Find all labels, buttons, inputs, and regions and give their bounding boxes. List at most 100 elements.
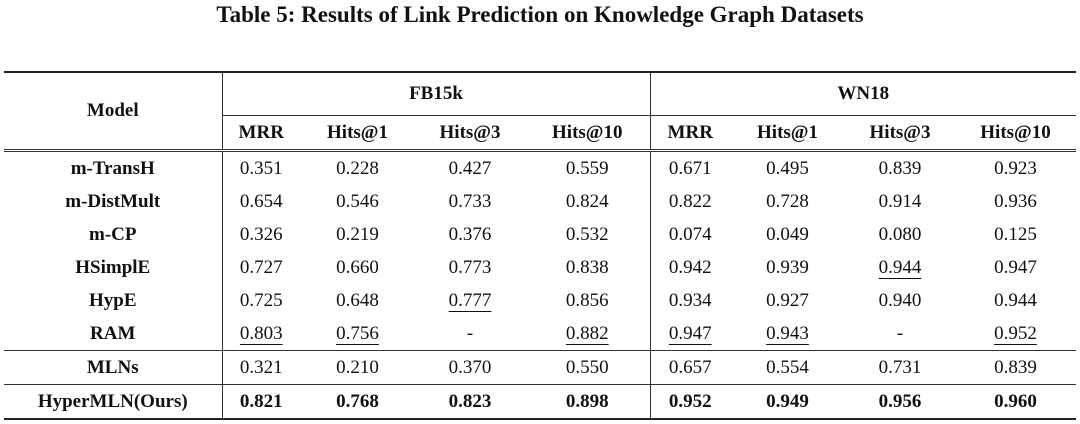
metric-value: 0.074 [668,223,712,245]
metric-cell: 0.940 [845,284,955,317]
metric-cell: 0.824 [525,185,651,218]
metric-cell: 0.856 [525,284,651,317]
metric-cell: 0.822 [650,185,730,218]
metric-value: 0.049 [766,223,809,245]
metric-cell: 0.376 [415,218,525,251]
metric-cell: 0.727 [222,251,300,284]
metric-cell: 0.942 [650,251,730,284]
metric-cell: 0.370 [415,350,525,385]
metric-value: 0.777 [448,289,492,311]
metric-value: 0.947 [668,322,712,344]
metric-value: 0.822 [668,190,712,212]
metric-cell: 0.923 [955,151,1076,186]
metric-cell: 0.839 [845,151,955,186]
model-name: HypE [4,284,223,317]
metric-value: 0.495 [766,157,809,179]
metric-value: 0.856 [565,289,609,311]
metric-cell: 0.546 [300,185,415,218]
metric-value: 0.427 [448,157,492,179]
metric-cell: 0.934 [650,284,730,317]
metric-cell: 0.728 [730,185,845,218]
table-row: HSimplE 0.727 0.660 0.773 0.838 0.942 0.939 0.9… [4,251,1076,284]
metric-cell: 0.648 [300,284,415,317]
column-header: Hits@3 [415,115,525,152]
metric-value: 0.376 [448,223,492,245]
metric-value: - [466,322,474,344]
metric-cell: 0.049 [730,218,845,251]
metric-cell: 0.219 [300,218,415,251]
metric-cell: 0.777 [415,284,525,317]
metric-value: 0.657 [668,356,712,378]
metric-value: 0.936 [994,190,1037,212]
metric-cell: 0.125 [955,218,1076,251]
metric-value: 0.882 [565,322,609,344]
column-header: Hits@10 [525,115,651,152]
metric-cell: 0.821 [222,384,300,420]
metric-cell: 0.944 [955,284,1076,317]
metric-value: 0.939 [766,256,809,278]
group-header: FB15k [222,71,651,116]
metric-cell: 0.326 [222,218,300,251]
metric-value: 0.546 [336,190,379,212]
metric-cell: 0.756 [300,317,415,351]
metric-cell: 0.731 [845,350,955,385]
metric-cell: 0.559 [525,150,651,185]
model-name: HSimplE [4,251,223,284]
metric-value: 0.821 [239,390,283,412]
metric-cell: 0.960 [955,384,1076,420]
metric-value: 0.940 [878,289,922,311]
metric-cell: 0.074 [650,218,730,251]
metric-value: 0.210 [336,356,379,378]
metric-cell: 0.914 [845,185,955,218]
metric-value: 0.803 [239,322,283,344]
metric-value: 0.733 [448,190,492,212]
column-header: Hits@3 [845,115,955,152]
metric-cell: 0.532 [525,218,651,251]
metric-value: 0.654 [239,190,283,212]
metric-cell: 0.654 [222,185,300,218]
metric-cell: 0.733 [415,185,525,218]
metric-value: 0.727 [239,256,283,278]
metric-cell: 0.725 [222,284,300,317]
metric-value: 0.898 [565,390,609,412]
metric-value: 0.838 [565,256,609,278]
model-name: m-DistMult [4,185,223,218]
metric-cell: 0.927 [730,284,845,317]
metric-value: 0.725 [239,289,283,311]
metric-value: 0.219 [336,223,379,245]
metric-cell: 0.351 [222,151,300,186]
model-name: RAM [4,317,223,351]
metric-value: 0.949 [766,390,809,412]
metric-cell: 0.427 [415,151,525,186]
metric-cell: 0.936 [955,185,1076,218]
metric-cell: 0.773 [415,251,525,284]
table-row: HypE 0.725 0.648 0.777 0.856 0.934 0.927 0.940 0… [4,284,1076,317]
metric-cell: 0.657 [650,350,730,385]
model-name: m-CP [4,218,223,251]
metric-cell: 0.943 [730,317,845,351]
metric-cell: 0.321 [222,350,300,385]
metric-value: 0.728 [766,190,809,212]
metric-value: 0.768 [336,390,379,412]
metric-value: 0.914 [878,190,922,212]
metric-value: 0.731 [878,356,922,378]
metric-cell: 0.550 [525,350,651,385]
column-header: MRR [650,115,730,152]
metric-value: 0.532 [565,223,609,245]
metric-cell: 0.554 [730,350,845,385]
metric-value: 0.944 [878,256,922,278]
metric-value: 0.824 [565,190,609,212]
metric-value: 0.839 [878,157,922,179]
metric-value: 0.648 [336,289,379,311]
metric-value: 0.839 [994,356,1037,378]
metric-cell: 0.803 [222,317,300,351]
model-name: HyperMLN(Ours) [4,384,223,420]
metric-value: 0.321 [239,356,283,378]
metric-cell: 0.956 [845,384,955,420]
metric-value: 0.943 [766,322,809,344]
metric-cell: 0.838 [525,251,651,284]
table-row: m-TransH 0.351 0.228 0.427 0.559 0.671 0.495 0.… [4,150,1076,186]
table-row: MLNs 0.321 0.210 0.370 0.550 0.657 0.554 0.731 0… [4,350,1076,385]
metric-cell: 0.660 [300,251,415,284]
